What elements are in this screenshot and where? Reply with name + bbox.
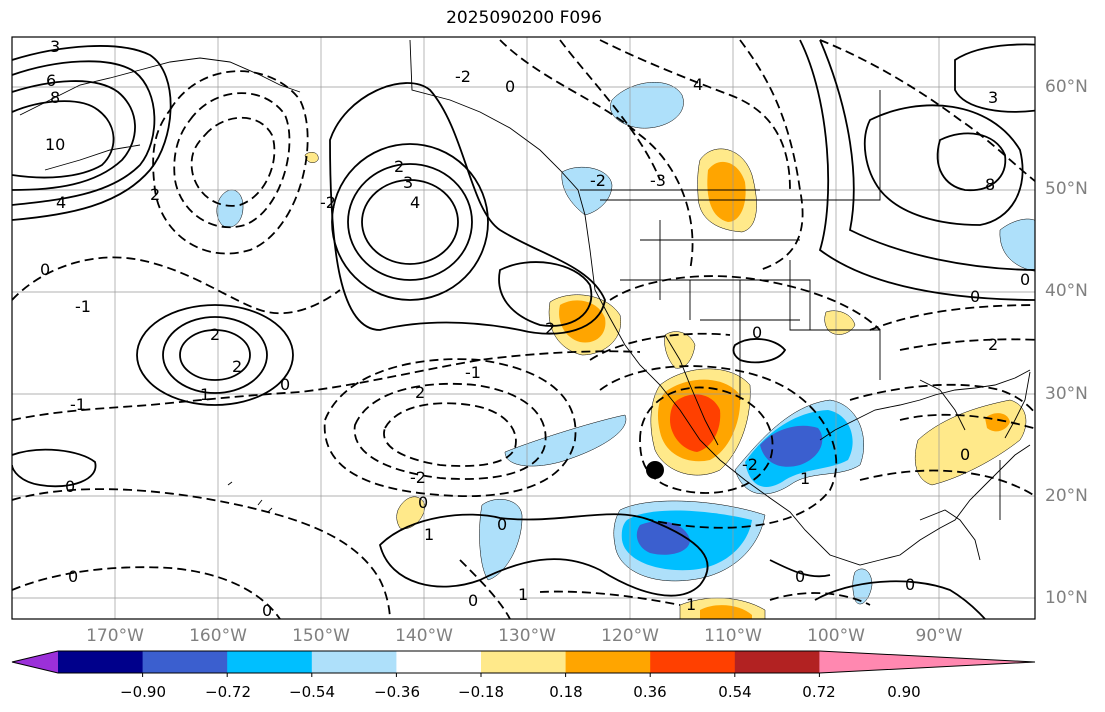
contour-label: 3 xyxy=(403,173,413,192)
map-frame xyxy=(12,37,1035,619)
contour-label: -1 xyxy=(70,395,86,414)
colorbar-segment xyxy=(58,651,144,673)
contour-label: -2 xyxy=(455,67,471,86)
contour-label: -2 xyxy=(410,468,426,487)
colorbar-outline xyxy=(11,650,1036,674)
colorbar-segment xyxy=(565,651,651,673)
contour-label: 0 xyxy=(65,477,75,496)
contour-label: 2 xyxy=(394,157,404,176)
contour-label: 0 xyxy=(505,77,515,96)
contour-label: 0 xyxy=(40,260,50,279)
contour-label: -1 xyxy=(75,297,91,316)
contour-label: 0 xyxy=(1020,270,1030,289)
colorbar-tick-label: 0.36 xyxy=(633,683,667,701)
dashed-contours xyxy=(12,39,1035,619)
colorbar-tick-label: 0.18 xyxy=(549,683,583,701)
lon-label: 90°W xyxy=(915,626,963,646)
contour-label: 0 xyxy=(752,323,762,342)
colorbar-tick-label: −0.36 xyxy=(374,683,420,701)
contour-label: -1 xyxy=(465,363,481,382)
colorbar-tick-label: −0.54 xyxy=(289,683,335,701)
contour-label: -2 xyxy=(320,193,336,212)
contour-label: 1 xyxy=(200,385,210,404)
colorbar-tick-label: −0.72 xyxy=(205,683,251,701)
lon-label: 120°W xyxy=(601,626,659,646)
contour-label: 0 xyxy=(280,375,290,394)
contour-label: 1 xyxy=(800,469,810,488)
colorbar-tick-label: 0.72 xyxy=(802,683,836,701)
map-border xyxy=(11,36,1036,620)
lon-label: 170°W xyxy=(86,626,144,646)
lon-label: 130°W xyxy=(498,626,556,646)
contour-label: 2 xyxy=(545,319,555,338)
contour-label: 1 xyxy=(518,585,528,604)
colorbar-tick-label: −0.90 xyxy=(120,683,166,701)
lat-label: 60°N xyxy=(1045,77,1088,97)
contour-label: 0 xyxy=(262,601,272,620)
contour-label: 0 xyxy=(795,567,805,586)
lon-label: 140°W xyxy=(395,626,453,646)
lat-label: 10°N xyxy=(1045,588,1088,608)
contour-label: 0 xyxy=(468,591,478,610)
colorbar-segment xyxy=(481,651,567,673)
contour-label: 0 xyxy=(497,515,507,534)
contour-label: -2 xyxy=(590,171,606,190)
contour-labels: 3 6 8 10 4 2 0 -1 -1 0 2 2 1 0 -2 2 3 4 … xyxy=(40,37,1030,620)
contour-label: 2 xyxy=(210,325,220,344)
colorbar-segment xyxy=(227,651,313,673)
coastlines xyxy=(19,39,1031,566)
grid-lines xyxy=(12,37,1035,619)
contour-label: 2 xyxy=(988,335,998,354)
lat-label: 30°N xyxy=(1045,384,1088,404)
lon-label: 150°W xyxy=(292,626,350,646)
colorbar-tick-label: 0.90 xyxy=(887,683,921,701)
contour-label: 0 xyxy=(68,567,78,586)
colorbar-extend-max xyxy=(819,651,1035,673)
contour-label: 4 xyxy=(410,193,420,212)
contour-label: -2 xyxy=(742,455,758,474)
contour-label: 2 xyxy=(415,383,425,402)
contour-label: 8 xyxy=(50,88,60,107)
colorbar-tick-label: −0.18 xyxy=(458,683,504,701)
storm-position-marker xyxy=(646,461,664,479)
contour-label: 0 xyxy=(905,575,915,594)
contour-label: 1 xyxy=(424,525,434,544)
contour-label: 0 xyxy=(970,287,980,306)
contour-label: 0 xyxy=(960,445,970,464)
contour-label: 3 xyxy=(988,88,998,107)
colorbar-tick-label: 0.54 xyxy=(718,683,752,701)
contour-label: 4 xyxy=(56,193,66,212)
contour-label: 2 xyxy=(150,185,160,204)
contour-label: 10 xyxy=(45,135,65,154)
contour-label: 6 xyxy=(46,71,56,90)
lat-label: 20°N xyxy=(1045,486,1088,506)
contour-label: -3 xyxy=(650,171,666,190)
map-title: 2025090200 F096 xyxy=(446,8,602,28)
colorbar-segment xyxy=(734,651,820,673)
contour-label: 3 xyxy=(50,37,60,56)
colorbar xyxy=(11,650,1036,677)
lat-label: 40°N xyxy=(1045,281,1088,301)
contour-label: 0 xyxy=(418,493,428,512)
colorbar-extend-min xyxy=(12,651,58,673)
contour-label: 1 xyxy=(686,595,696,614)
lon-label: 160°W xyxy=(189,626,247,646)
contour-label: 4 xyxy=(693,75,703,94)
colorbar-segment xyxy=(311,651,397,673)
lon-label: 110°W xyxy=(704,626,762,646)
lon-label: 100°W xyxy=(807,626,865,646)
lat-label: 50°N xyxy=(1045,179,1088,199)
colorbar-segment xyxy=(396,651,482,673)
colorbar-segment xyxy=(650,651,736,673)
contour-label: 8 xyxy=(985,175,995,194)
contour-label: 2 xyxy=(232,357,242,376)
colorbar-segment xyxy=(142,651,228,673)
